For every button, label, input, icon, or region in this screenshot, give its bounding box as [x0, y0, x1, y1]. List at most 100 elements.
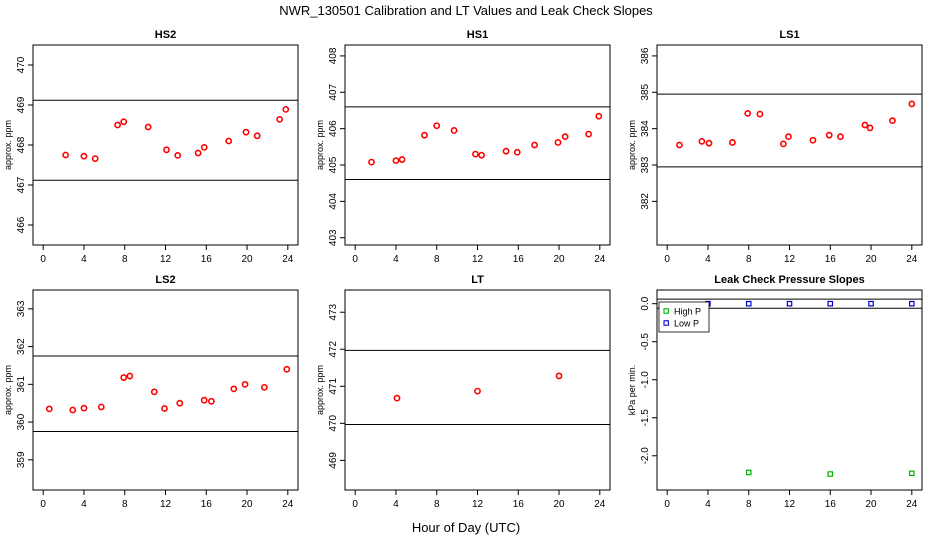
x-tick-label: 16 [513, 499, 525, 510]
data-point [889, 117, 896, 125]
data-point [62, 151, 70, 159]
data-point [120, 374, 128, 381]
data-point [207, 397, 215, 405]
y-tick-label: 382 [640, 193, 651, 210]
y-tick-label: 470 [16, 56, 27, 73]
data-point [161, 405, 168, 412]
data-point [80, 404, 88, 412]
x-tick-label: 20 [553, 499, 565, 510]
y-tick-label: 360 [16, 413, 27, 430]
x-tick-label: 24 [906, 254, 918, 265]
data-point [595, 112, 603, 120]
plot-frame [344, 289, 611, 491]
panel-ls2: LS2 0 4 8 12 16 20 24 359 360 361 362 363 approx. ppm [3, 274, 299, 510]
x-tick-label: 20 [241, 254, 253, 265]
data-point [433, 122, 441, 130]
x-tick-label: 16 [825, 254, 837, 265]
y-tick-label: 0.0 [640, 296, 651, 310]
y-tick-label: 404 [328, 193, 339, 210]
data-point [745, 469, 752, 476]
x-tick-label: 24 [594, 499, 606, 510]
data-point [120, 118, 128, 126]
data-point [779, 140, 787, 148]
plot-frame [32, 289, 299, 491]
plot-frame [344, 44, 611, 246]
x-tick-label: 12 [784, 499, 796, 510]
y-tick-label: 403 [328, 229, 339, 246]
y-tick-label: 383 [640, 156, 651, 173]
data-point [502, 147, 510, 155]
x-tick-label: 4 [705, 499, 711, 510]
data-point [80, 152, 88, 160]
x-tick-label: 20 [241, 499, 253, 510]
x-tick-label: 16 [201, 254, 213, 265]
data-point [260, 383, 268, 391]
data-point [478, 151, 485, 159]
data-point [163, 146, 170, 154]
y-tick-label: 384 [640, 120, 651, 137]
panel-leak-check-pressure-slopes: Leak Check Pressure Slopes 0 4 8 12 16 20 24 -2.… [627, 274, 923, 510]
x-tick-label: 4 [81, 499, 87, 510]
x-tick-label: 0 [352, 254, 358, 265]
data-point [827, 471, 834, 477]
data-point [561, 133, 569, 141]
data-point [283, 365, 291, 373]
y-tick-label: 472 [328, 340, 339, 357]
x-tick-label: 8 [746, 254, 752, 265]
data-point [253, 132, 261, 140]
legend-marker [663, 308, 669, 314]
y-axis-label: approx. ppm [3, 365, 13, 415]
x-tick-label: 8 [122, 499, 128, 510]
y-tick-label: -1.0 [640, 371, 651, 389]
y-axis-label: approx. ppm [315, 365, 325, 415]
data-point [676, 141, 683, 149]
data-point [866, 124, 874, 132]
data-point [513, 148, 521, 156]
data-point [786, 300, 793, 307]
panel-title: LS2 [155, 274, 175, 286]
x-tick-label: 20 [865, 499, 877, 510]
data-point [756, 110, 764, 118]
x-tick-label: 8 [122, 254, 128, 265]
data-point [126, 372, 134, 380]
panel-lt: LT 0 4 8 12 16 20 24 469 470 471 472 473 approx. ppm [315, 274, 611, 510]
x-tick-label: 24 [594, 254, 606, 265]
x-tick-label: 12 [784, 254, 796, 265]
data-point [909, 300, 915, 307]
plot-frame [32, 44, 299, 246]
data-point [474, 387, 481, 395]
data-point [225, 137, 233, 145]
data-point [200, 143, 208, 151]
x-tick-label: 0 [40, 254, 46, 265]
y-tick-label: 406 [328, 120, 339, 137]
y-axis-label: kPa per min. [627, 365, 637, 416]
y-tick-label: 362 [16, 338, 27, 355]
y-tick-label: 468 [16, 136, 27, 153]
y-tick-label: -0.5 [640, 333, 651, 351]
data-point [398, 156, 406, 163]
panel-hs2: HS2 0 4 8 12 16 20 24 466 467 468 469 470 approx. ppm [3, 29, 299, 265]
y-tick-label: 359 [16, 451, 27, 468]
y-axis-label: approx. ppm [3, 120, 13, 170]
x-tick-label: 4 [393, 499, 399, 510]
data-point [97, 403, 105, 411]
legend-marker [663, 320, 669, 326]
x-tick-label: 0 [352, 499, 358, 510]
panel-ls1: LS1 0 4 8 12 16 20 24 382 383 384 385 386 approx. ppm [627, 29, 923, 265]
y-tick-label: 405 [328, 156, 339, 173]
data-point [368, 158, 375, 166]
x-tick-label: 24 [906, 499, 918, 510]
panel-title: HS1 [467, 29, 488, 41]
data-point [200, 396, 208, 404]
x-tick-label: 0 [664, 499, 670, 510]
x-tick-label: 16 [513, 254, 525, 265]
legend-box [658, 301, 710, 333]
y-tick-label: 386 [640, 47, 651, 64]
x-tick-label: 4 [393, 254, 399, 265]
panel-hs1: HS1 0 4 8 12 16 20 24 403 404 405 406 407 408 approx. … [315, 29, 611, 265]
x-tick-label: 0 [664, 254, 670, 265]
x-tick-label: 20 [865, 254, 877, 265]
data-point [241, 380, 249, 388]
